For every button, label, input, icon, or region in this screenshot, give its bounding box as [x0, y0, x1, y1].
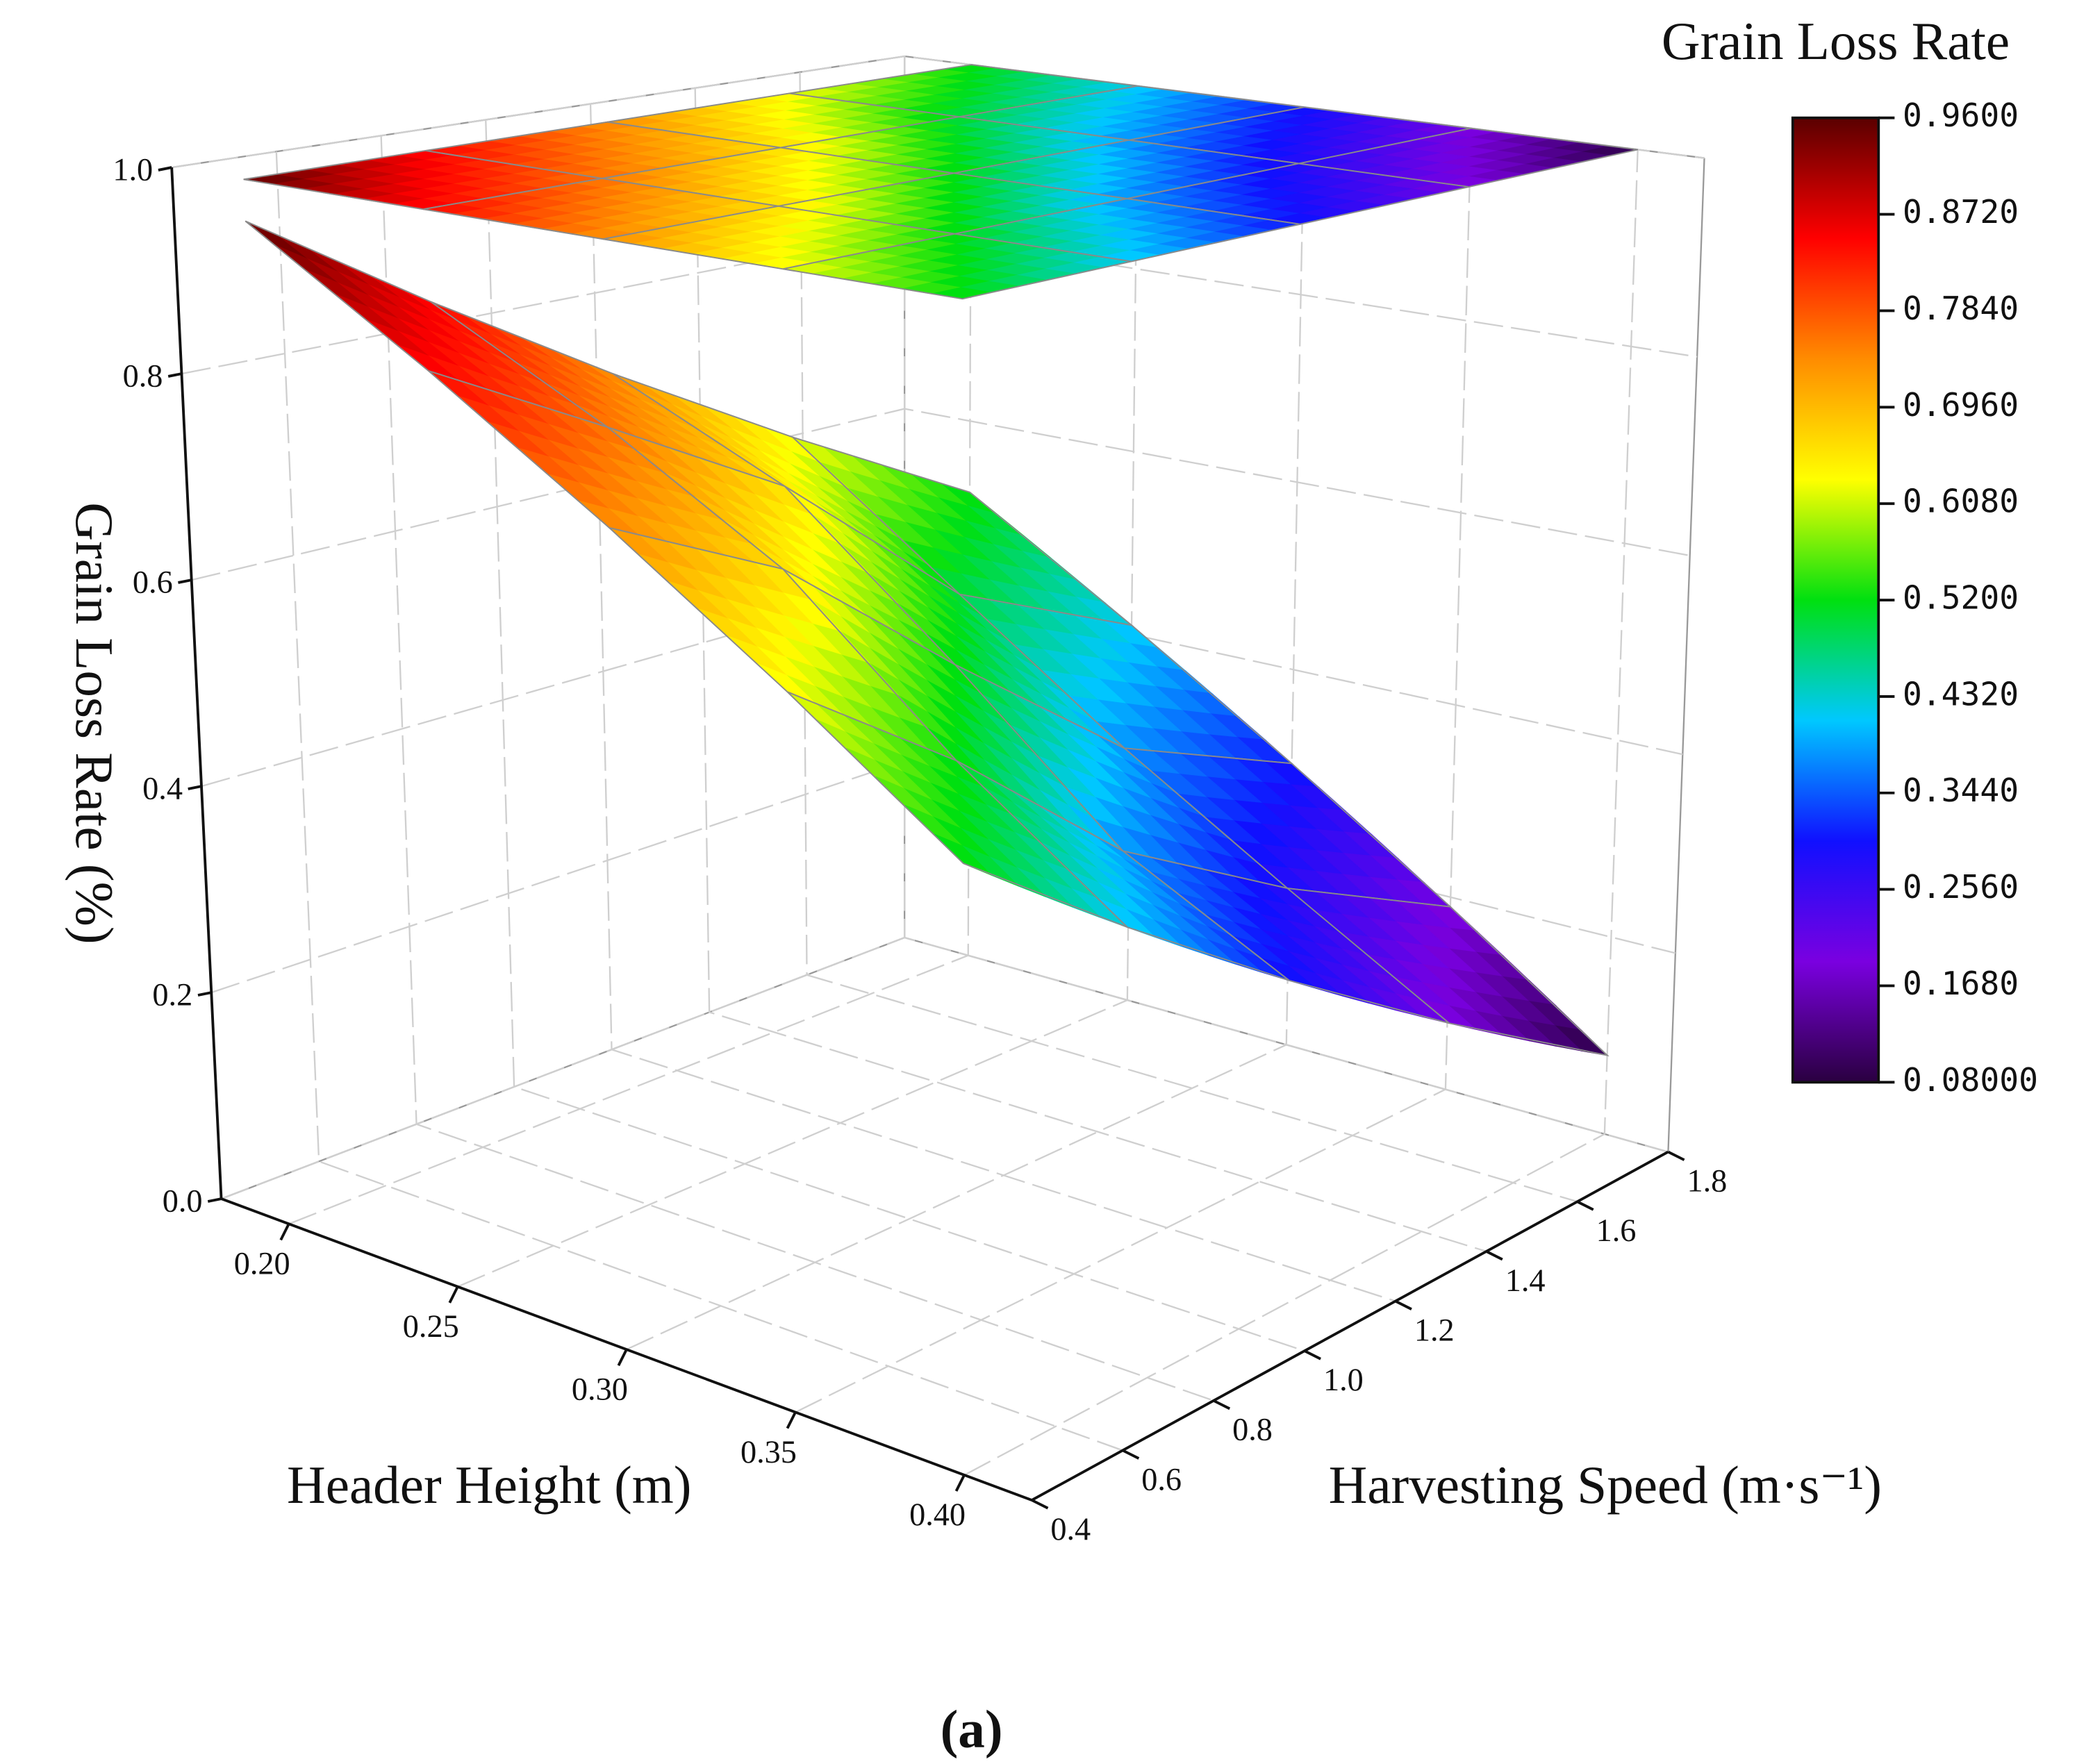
y-tick-label: 1.8 — [1687, 1164, 1727, 1199]
grid-line — [799, 72, 1578, 1203]
colorbar-tick-label: 0.4320 — [1903, 675, 2019, 713]
colorbar-tick-label: 0.2560 — [1903, 868, 2019, 906]
z-tick-label: 0.8 — [123, 358, 163, 394]
y-tick-label: 1.0 — [1323, 1363, 1364, 1398]
tick-mark — [954, 1474, 966, 1492]
y-axis — [1031, 1150, 1669, 1501]
projection-mesh — [782, 233, 1132, 300]
colorbar-tick-label: 0.3440 — [1903, 772, 2019, 809]
x-tick-label: 0.30 — [572, 1372, 628, 1407]
x-tick-label: 0.40 — [909, 1497, 966, 1533]
grid-line — [903, 56, 1669, 1153]
z-tick-label: 0.4 — [142, 771, 183, 806]
colorbar-tick-label: 0.6960 — [1903, 386, 2019, 424]
y-tick-label: 1.6 — [1596, 1213, 1637, 1249]
tick-mark — [1213, 1399, 1231, 1411]
tick-mark — [1031, 1499, 1049, 1510]
tick-mark — [1667, 1150, 1685, 1161]
colorbar-tick-label: 0.6080 — [1903, 483, 2019, 520]
y-tick-label: 0.6 — [1141, 1462, 1182, 1497]
tick-mark — [617, 1349, 628, 1367]
z-axis-title: Grain Loss Rate (%) — [65, 502, 124, 944]
tick-mark — [178, 579, 192, 584]
z-tick-label: 0.0 — [163, 1183, 203, 1219]
tick-mark — [167, 372, 182, 378]
colorbar — [1791, 116, 1880, 1084]
z-tick-label: 0.6 — [133, 565, 173, 600]
surface-patch — [245, 220, 308, 260]
tick-mark — [448, 1285, 459, 1304]
colorbar-title: Grain Loss Rate — [1662, 11, 2010, 71]
z-tick-label: 0.2 — [152, 977, 192, 1013]
tick-mark — [158, 166, 172, 172]
x-tick-label: 0.20 — [234, 1247, 290, 1282]
z-axis — [170, 167, 223, 1199]
y-axis-title: Harvesting Speed (m·s⁻¹) — [1329, 1455, 1882, 1515]
colorbar-tick-label: 0.8720 — [1903, 193, 2019, 231]
grid-line — [275, 151, 1123, 1451]
grid-line — [380, 135, 1214, 1401]
colorbar-tick-label: 0.08000 — [1903, 1061, 2038, 1099]
tick-mark — [197, 991, 212, 997]
tick-mark — [1304, 1349, 1321, 1361]
grid-line — [694, 88, 1487, 1253]
grid-line — [171, 167, 1032, 1501]
x-axis-title: Header Height (m) — [287, 1455, 691, 1515]
tick-mark — [1394, 1299, 1412, 1310]
colorbar-tick-label: 0.1680 — [1903, 965, 2019, 1002]
z-tick-label: 1.0 — [113, 152, 153, 188]
tick-mark — [1576, 1200, 1594, 1211]
surface-mesh — [786, 691, 1128, 928]
x-tick-label: 0.25 — [403, 1309, 459, 1345]
y-tick-label: 0.8 — [1232, 1413, 1273, 1448]
tick-mark — [1122, 1449, 1140, 1460]
grid — [171, 55, 1705, 1501]
x-tick-label: 0.35 — [740, 1435, 797, 1470]
surface — [243, 64, 1638, 1057]
axes: 0.0 0.2 0.4 0.6 0.8 1.0 0.20 0.25 0.30 0.35 0.40 0.… — [113, 152, 1727, 1547]
colorbar-tick-label: 0.7840 — [1903, 290, 2019, 327]
grid-line — [485, 119, 1305, 1352]
tick-mark — [1485, 1250, 1503, 1261]
colorbar-tick-label: 0.9600 — [1903, 97, 2019, 134]
y-tick-label: 1.2 — [1414, 1313, 1455, 1348]
tick-mark — [786, 1411, 797, 1429]
y-tick-label: 0.4 — [1050, 1512, 1091, 1547]
tick-mark — [188, 785, 202, 790]
colorbar-tick-label: 0.5200 — [1903, 579, 2019, 617]
y-tick-label: 1.4 — [1505, 1263, 1546, 1299]
caption: (a) — [941, 1699, 1003, 1758]
grid-line — [963, 149, 1639, 1476]
tick-mark — [279, 1223, 290, 1241]
tick-mark — [207, 1197, 222, 1203]
box-edge — [1667, 158, 1705, 1152]
